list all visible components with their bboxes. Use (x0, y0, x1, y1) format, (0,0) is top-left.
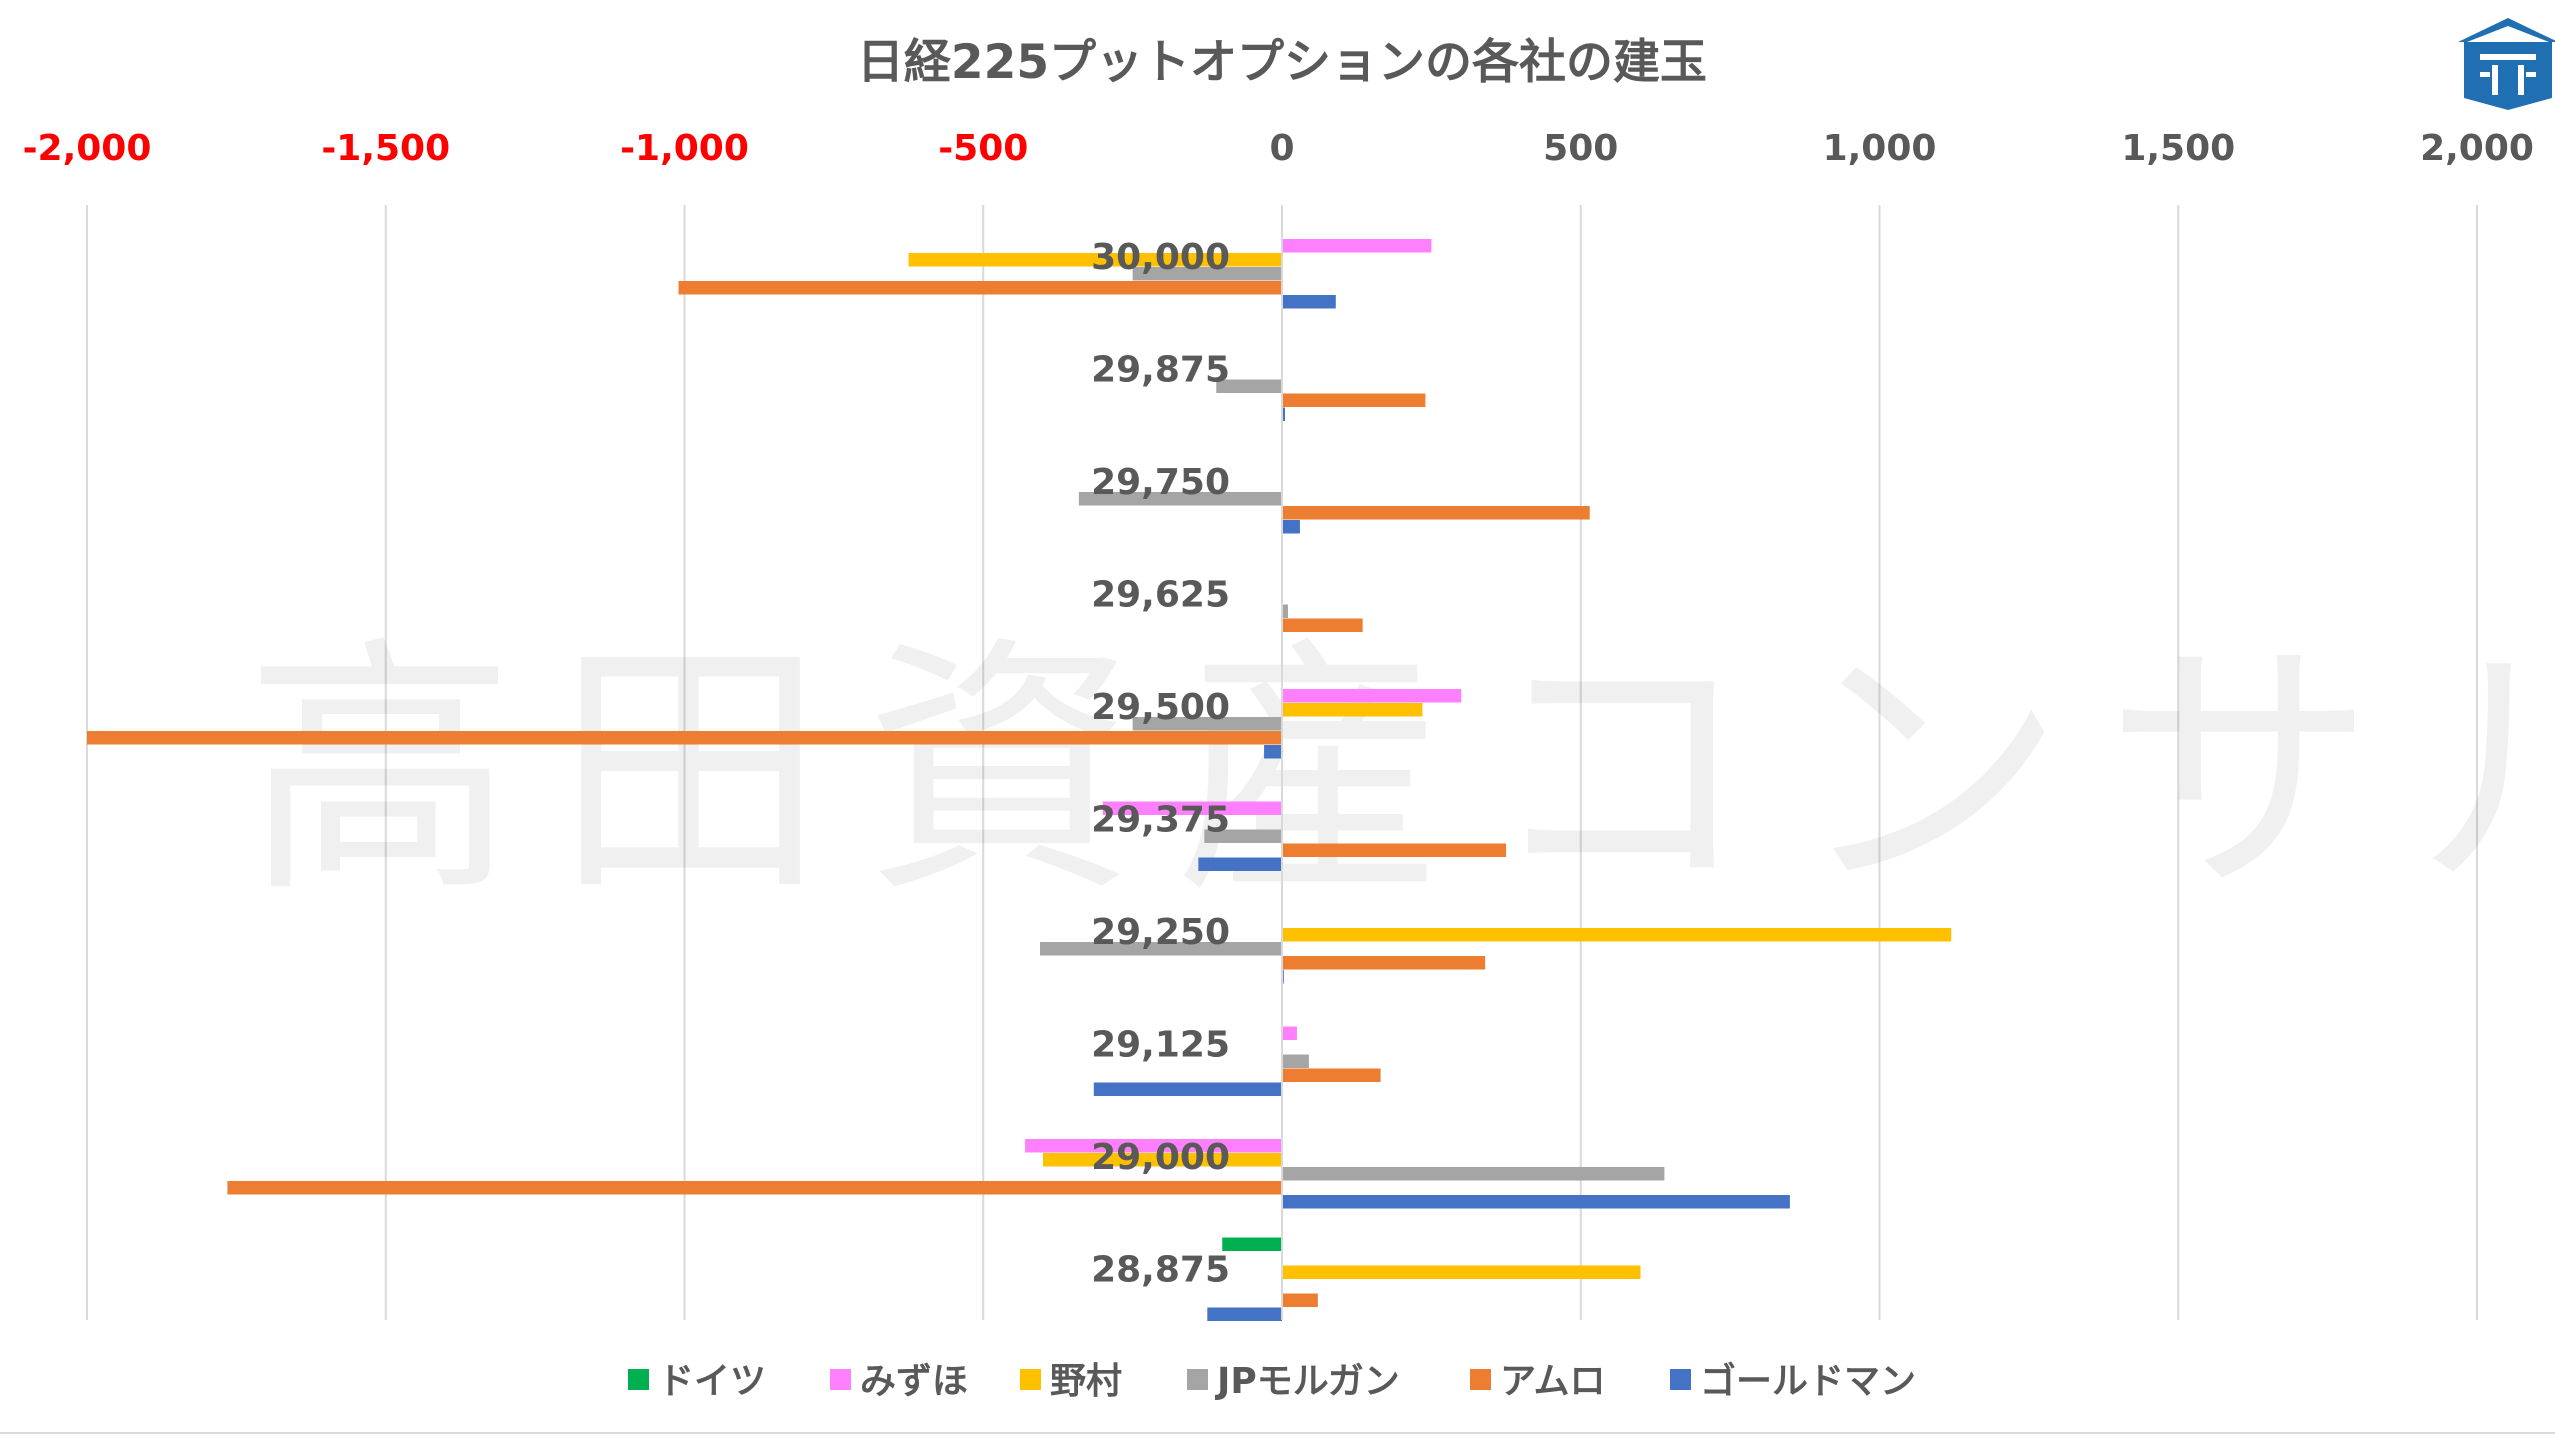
bar (1282, 393, 1426, 407)
bar (1264, 745, 1282, 759)
bar (87, 731, 1282, 745)
bar (1282, 604, 1288, 618)
bar (1102, 801, 1282, 815)
category-labels: 30,000 29,875 29,750 29,625 29,500 29,375 29,2… (1091, 237, 1230, 1291)
bar (1282, 618, 1363, 632)
bar (227, 1181, 1283, 1195)
bar (1282, 1068, 1381, 1082)
x-tick-label: -1,500 (321, 128, 450, 169)
x-tick-label: -2,000 (23, 128, 152, 169)
x-tick-label: -1,000 (620, 128, 749, 169)
bar (1204, 829, 1282, 843)
legend-swatch (1470, 1369, 1491, 1390)
legend: ドイツ みずほ 野村 JPモルガン アムロ ゴールドマン (628, 1360, 1916, 1402)
bar (1282, 703, 1423, 717)
x-tick-label: -500 (938, 128, 1028, 169)
bar (1282, 928, 1952, 942)
shrine-roof-logo-icon (2458, 18, 2555, 110)
bar (1282, 956, 1486, 970)
bar (1282, 407, 1285, 421)
category-label: 28,875 (1091, 1250, 1230, 1291)
bar (1282, 1293, 1318, 1307)
gridlines (86, 205, 2478, 1320)
bar (1132, 267, 1282, 281)
category-label: 29,750 (1091, 462, 1230, 503)
bar (1078, 492, 1282, 506)
bar (1093, 1082, 1282, 1096)
legend-swatch (1187, 1369, 1208, 1390)
bar (678, 281, 1282, 295)
legend-label: ドイツ (658, 1361, 766, 1402)
bar (1207, 1307, 1282, 1321)
bar (1216, 379, 1282, 393)
legend-label: みずほ (860, 1361, 968, 1402)
legend-label: ゴールドマン (1700, 1360, 1916, 1402)
legend-swatch (830, 1369, 851, 1390)
bar (1198, 857, 1282, 871)
category-label: 29,625 (1091, 575, 1230, 616)
bar (1282, 1026, 1297, 1040)
bar (1282, 689, 1462, 703)
category-label: 29,875 (1091, 350, 1230, 391)
bar (1282, 295, 1336, 309)
chart-title: 日経225プットオプションの各社の建玉 (857, 35, 1707, 90)
bar (1282, 506, 1590, 520)
bar (1132, 717, 1282, 731)
x-tick-label: 2,000 (2420, 128, 2534, 169)
bars (87, 239, 1952, 1321)
bar (1040, 942, 1282, 956)
bar (1282, 843, 1507, 857)
legend-swatch (1020, 1369, 1041, 1390)
legend-label: アムロ (1500, 1361, 1605, 1402)
bar (1282, 1054, 1309, 1068)
category-label: 29,500 (1091, 687, 1230, 728)
x-tick-label: 1,000 (1823, 128, 1937, 169)
legend-label: 野村 (1050, 1361, 1122, 1402)
legend-swatch (1670, 1369, 1691, 1390)
bar (1043, 1153, 1282, 1167)
bar (1282, 1195, 1790, 1209)
watermark: 高田資産コンサル (245, 614, 2555, 929)
legend-swatch (628, 1369, 649, 1390)
x-tick-label: 500 (1543, 128, 1618, 169)
category-label: 30,000 (1091, 237, 1230, 278)
x-tick-label: 1,500 (2121, 128, 2235, 169)
category-label: 29,000 (1091, 1137, 1230, 1178)
bar (1025, 1139, 1282, 1153)
bar (908, 253, 1282, 267)
category-label: 29,125 (1091, 1025, 1230, 1066)
category-label: 29,250 (1091, 912, 1230, 953)
legend-label: JPモルガン (1214, 1361, 1400, 1402)
bar (1282, 1265, 1641, 1279)
bar (1222, 1237, 1282, 1251)
category-label: 29,375 (1091, 800, 1230, 841)
bar (1282, 1167, 1665, 1181)
x-tick-label: 0 (1269, 128, 1294, 169)
bar (1282, 520, 1300, 534)
x-axis-ticks: -2,000 -1,500 -1,000 -500 0 500 1,000 1,500 2,00… (23, 128, 2534, 169)
bar (1282, 239, 1432, 253)
